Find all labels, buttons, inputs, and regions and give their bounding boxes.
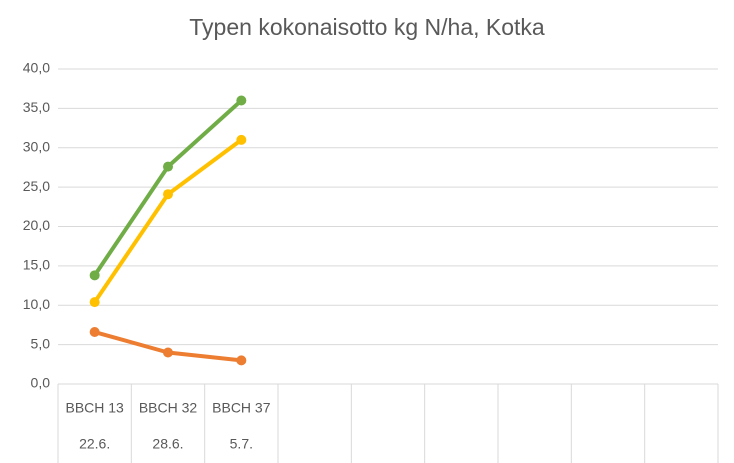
point [89, 270, 100, 281]
y-tick-label: 30,0 [23, 138, 50, 154]
series-line [92, 98, 244, 278]
point [163, 347, 173, 358]
y-tick-label: 40,0 [23, 60, 50, 76]
point [163, 161, 173, 172]
x-tick-date: 5.7. [230, 436, 253, 452]
chart-title: Typen kokonaisotto kg N/ha, Kotka [189, 14, 545, 40]
point [236, 355, 247, 366]
x-tick-label: BBCH 32 [139, 400, 198, 416]
y-tick-label: 5,0 [31, 335, 51, 351]
y-tick-label: 20,0 [23, 217, 50, 233]
y-tick-label: 25,0 [23, 178, 50, 194]
x-tick-label: BBCH 13 [65, 400, 124, 416]
x-tick-date: 22.6. [79, 436, 110, 452]
y-tick-label: 0,0 [31, 375, 51, 391]
x-tick-date: 28.6. [152, 436, 183, 452]
y-tick-label: 15,0 [23, 257, 50, 273]
point [163, 189, 173, 200]
y-tick-label: 10,0 [23, 296, 50, 312]
y-tick-label: 35,0 [23, 99, 50, 115]
point [236, 134, 247, 145]
x-tick-label: BBCH 37 [212, 400, 271, 416]
point [236, 95, 247, 106]
point [89, 297, 100, 308]
point [89, 327, 100, 338]
